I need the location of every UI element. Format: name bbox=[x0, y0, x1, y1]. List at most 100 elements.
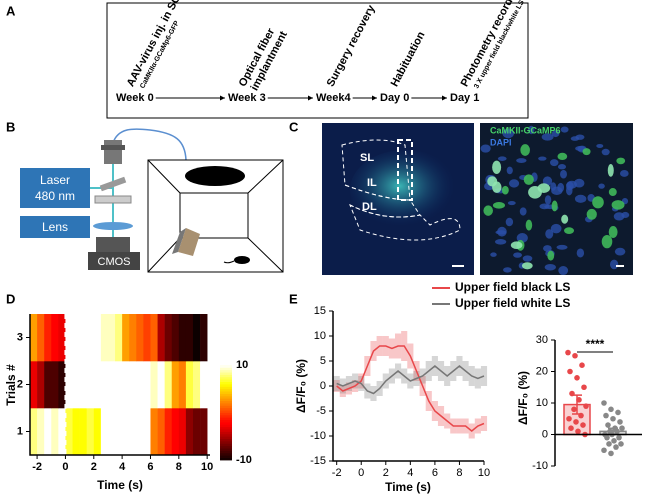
nucleus bbox=[490, 252, 497, 257]
y-axis-label: Trials # bbox=[4, 364, 18, 406]
arena-floor bbox=[179, 192, 249, 239]
nucleus bbox=[505, 217, 514, 227]
nucleus bbox=[541, 133, 554, 141]
region-outline bbox=[349, 203, 461, 241]
neuron bbox=[611, 200, 625, 210]
colorbar-step bbox=[220, 379, 232, 383]
nucleus bbox=[621, 211, 630, 218]
significance-label: **** bbox=[586, 337, 605, 351]
heat-cell bbox=[185, 361, 194, 409]
heat-cell bbox=[150, 361, 158, 409]
neuron bbox=[547, 250, 555, 261]
data-point bbox=[603, 412, 609, 419]
colorbar-step bbox=[220, 403, 232, 406]
colorbar-step bbox=[220, 405, 232, 409]
colorbar-step bbox=[220, 414, 232, 418]
timeline-time: Day 1 bbox=[450, 92, 479, 104]
heat-cell bbox=[171, 361, 180, 409]
heat-cell bbox=[65, 361, 73, 409]
heat-cell bbox=[65, 408, 73, 456]
neuron bbox=[523, 174, 534, 185]
timeline-time: Day 0 bbox=[380, 92, 409, 104]
colorbar-label: -10 bbox=[236, 454, 252, 466]
nucleus bbox=[574, 194, 587, 203]
region-label: SL bbox=[360, 152, 374, 164]
heat-cell bbox=[100, 314, 109, 362]
timeline-time: Week 0 bbox=[116, 92, 154, 104]
panel-label: C bbox=[289, 119, 299, 134]
x-tick-label: 8 bbox=[176, 461, 182, 473]
y-tick-label: 0 bbox=[320, 380, 326, 392]
data-point bbox=[568, 425, 574, 432]
heat-cell bbox=[115, 361, 123, 409]
heat-cell bbox=[58, 314, 66, 362]
heat-cell bbox=[192, 361, 201, 409]
nucleus bbox=[576, 248, 585, 258]
x-axis-label: Time (s) bbox=[97, 478, 143, 492]
data-point bbox=[604, 434, 610, 441]
nucleus bbox=[596, 143, 604, 148]
heat-cell bbox=[122, 314, 130, 362]
x-axis-label: Time (s) bbox=[385, 480, 431, 494]
data-point bbox=[580, 422, 586, 428]
x-tick-label: -2 bbox=[332, 467, 342, 479]
neuron bbox=[586, 208, 597, 220]
neuron bbox=[601, 234, 613, 249]
x-tick-label: 0 bbox=[358, 467, 364, 479]
image bbox=[480, 123, 633, 275]
nucleus bbox=[558, 266, 569, 276]
colorbar-step bbox=[220, 391, 232, 394]
timeline-arrowhead bbox=[372, 95, 377, 101]
nucleus bbox=[513, 252, 522, 258]
legend-label: Upper field black LS bbox=[455, 280, 570, 294]
setup: CMOS Laser 480 nm Lens bbox=[20, 128, 284, 273]
data-point bbox=[608, 450, 614, 457]
heat-cell bbox=[86, 408, 95, 456]
nucleus bbox=[573, 178, 585, 188]
neuron bbox=[561, 214, 569, 224]
heat-cell bbox=[107, 314, 116, 362]
colorbar-step bbox=[220, 374, 232, 378]
neuron bbox=[592, 196, 604, 209]
objective bbox=[101, 145, 125, 150]
heat-cell bbox=[93, 361, 102, 409]
data-point bbox=[616, 434, 622, 441]
y-tick-label: 3 bbox=[17, 331, 23, 343]
nucleus bbox=[519, 207, 527, 216]
colorbar-step bbox=[220, 407, 232, 411]
histology: SL IL DL CaMKII-GCaMP6 DAPI bbox=[322, 123, 633, 276]
stain-label: CaMKII-GCaMP6 bbox=[490, 125, 561, 135]
filter bbox=[99, 176, 127, 192]
panel-label: E bbox=[289, 291, 298, 306]
colorbar-step bbox=[220, 426, 232, 430]
x-tick-label: 6 bbox=[147, 461, 153, 473]
neuron bbox=[501, 185, 509, 195]
heat-cell bbox=[143, 314, 151, 362]
y-tick-label: -10 bbox=[310, 430, 326, 442]
neuron bbox=[521, 262, 533, 270]
panel-label: B bbox=[6, 119, 15, 134]
heat-cell bbox=[72, 361, 80, 409]
nucleus bbox=[497, 226, 507, 237]
neuron bbox=[557, 152, 568, 161]
data-point bbox=[576, 397, 582, 403]
heat-cell bbox=[100, 408, 109, 456]
timeline-arrowhead bbox=[442, 95, 447, 101]
heat-cell bbox=[171, 408, 180, 456]
data-point bbox=[566, 415, 572, 422]
y-tick-label: 1 bbox=[17, 425, 23, 437]
heat-cell bbox=[136, 408, 144, 456]
nucleus bbox=[550, 223, 562, 234]
series-line bbox=[336, 345, 485, 432]
colorbar-step bbox=[220, 457, 232, 461]
panel-label: D bbox=[6, 291, 15, 306]
shelter bbox=[178, 228, 200, 256]
y-tick-label: -10 bbox=[532, 460, 548, 472]
panel-label: A bbox=[6, 3, 16, 18]
heat-cell bbox=[30, 408, 38, 456]
neuron bbox=[525, 219, 533, 231]
colorbar-step bbox=[220, 393, 232, 397]
mouse bbox=[234, 256, 250, 264]
